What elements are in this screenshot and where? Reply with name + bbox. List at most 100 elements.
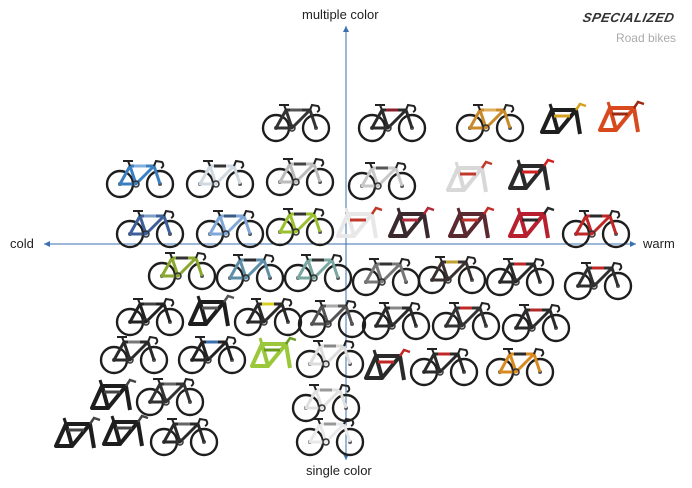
chainring (528, 324, 536, 332)
handlebar (399, 257, 411, 267)
seat-post (516, 159, 522, 167)
bike-frame (422, 352, 466, 374)
chainring (436, 368, 444, 376)
seat-post (62, 417, 68, 425)
saddle (449, 302, 459, 309)
bike-frame (128, 214, 172, 236)
handlebar (183, 377, 195, 387)
bike-image (485, 257, 555, 297)
front-wheel (305, 217, 335, 247)
frame-image (250, 336, 297, 369)
cockpit (542, 206, 555, 215)
saddle (581, 262, 591, 269)
chainring (162, 398, 170, 406)
bike-image (99, 335, 169, 375)
seat-post (372, 349, 378, 357)
front-wheel (187, 261, 217, 291)
handlebar (153, 159, 165, 169)
handlebar (395, 161, 407, 171)
front-wheel (601, 219, 631, 249)
chainring (444, 276, 452, 284)
bike-image (361, 301, 431, 341)
bike-frame (574, 214, 618, 236)
handlebar (549, 303, 561, 313)
handlebar (465, 255, 477, 265)
bike-frame (370, 108, 414, 130)
frame-image (508, 158, 555, 191)
chainring (176, 438, 184, 446)
bike-frame (198, 164, 242, 186)
seat-post (516, 207, 522, 215)
bike-frame (228, 258, 272, 280)
front-wheel (145, 169, 175, 199)
front-wheel (139, 345, 169, 375)
frame-image (508, 206, 555, 239)
frameset (598, 106, 640, 133)
chainring (388, 322, 396, 330)
chainring (458, 322, 466, 330)
front-wheel (155, 307, 185, 337)
saddle (117, 336, 127, 343)
handlebar (263, 253, 275, 263)
frame-image (54, 416, 101, 449)
handlebar (147, 335, 159, 345)
saddle (195, 336, 205, 343)
handlebar (479, 301, 491, 311)
handlebar (281, 297, 293, 307)
handlebar (195, 251, 207, 261)
cockpit (370, 206, 383, 215)
frameset (388, 212, 430, 239)
bike-image (135, 377, 205, 417)
chainring (260, 318, 268, 326)
chainring (174, 272, 182, 280)
frameset (508, 164, 550, 191)
frame-image (448, 206, 495, 239)
handlebar (225, 335, 237, 345)
front-wheel (155, 219, 185, 249)
axes (44, 26, 636, 460)
handlebar (163, 209, 175, 219)
cockpit (632, 100, 645, 109)
axis-label-top: multiple color (302, 7, 379, 22)
frameset (448, 212, 490, 239)
saddle (283, 158, 293, 165)
bike-image (501, 303, 571, 343)
frame-image (598, 100, 645, 133)
handlebar (343, 339, 355, 349)
saddle (473, 104, 483, 111)
frameset (540, 108, 582, 135)
brand-logo: SPECIALIZED (580, 10, 676, 25)
bike-image (105, 159, 175, 199)
frameset (188, 300, 230, 327)
bike-frame (498, 262, 542, 284)
bike-image (295, 417, 365, 457)
bike-image (185, 159, 255, 199)
cockpit (284, 336, 297, 345)
chainring (142, 230, 150, 238)
bike-image (563, 261, 633, 301)
chainring (512, 278, 520, 286)
frame-image (388, 206, 435, 239)
bike-frame (498, 352, 542, 374)
bike-image (177, 335, 247, 375)
bike-image (297, 299, 367, 339)
chainring (482, 124, 490, 132)
handlebar (405, 103, 417, 113)
bike-frame (274, 108, 318, 130)
saddle (435, 256, 445, 263)
bike-image (265, 207, 335, 247)
frame-image (446, 160, 493, 193)
axis-label-bottom: single color (306, 463, 372, 478)
bike-image (485, 347, 555, 387)
frame-image (188, 294, 235, 327)
bike-image (215, 253, 285, 293)
saddle (165, 252, 175, 259)
front-wheel (225, 169, 255, 199)
chainring (374, 182, 382, 190)
saddle (233, 254, 243, 261)
chainring (318, 404, 326, 412)
seat-post (454, 161, 460, 169)
bike-image (115, 297, 185, 337)
handlebar (313, 207, 325, 217)
